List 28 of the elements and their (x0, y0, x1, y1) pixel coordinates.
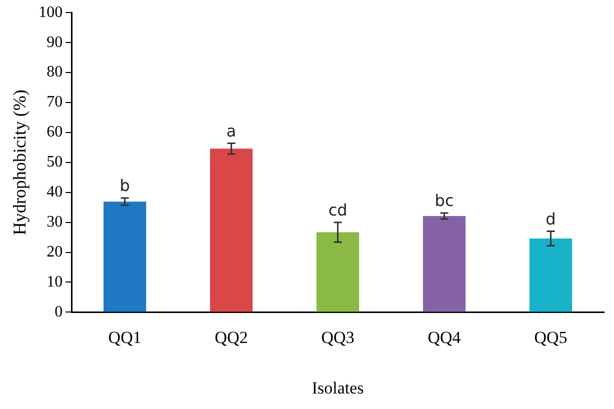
annotation: b (120, 176, 130, 196)
y-tick-label: 90 (46, 34, 63, 51)
y-tick-label: 70 (46, 94, 63, 111)
annotation: a (226, 121, 236, 140)
bar (104, 202, 146, 312)
annotation: cd (328, 200, 348, 220)
y-tick-label: 40 (46, 184, 63, 201)
y-tick-label: 100 (38, 4, 63, 21)
y-tick-label: 30 (46, 214, 63, 231)
x-tick-label: QQ2 (214, 328, 248, 347)
y-tick-label: 10 (46, 273, 63, 290)
y-tick-label: 50 (46, 154, 63, 171)
x-tick-label: QQ1 (108, 328, 142, 347)
x-tick-label: QQ5 (534, 328, 568, 347)
x-tick-label: QQ4 (428, 328, 462, 347)
x-tick-label: QQ3 (321, 328, 354, 347)
x-axis-title: Isolates (312, 378, 364, 398)
annotation: bc (434, 191, 454, 210)
bar (529, 238, 572, 312)
y-tick-label: 60 (46, 124, 63, 141)
bar (422, 216, 466, 312)
y-axis-title: Hydrophobicity (%) (10, 90, 30, 236)
y-tick-label: 0 (54, 303, 63, 320)
y-tick-label: 80 (46, 64, 63, 81)
annotation: d (546, 209, 556, 228)
bar (210, 148, 253, 312)
y-tick-label: 20 (46, 243, 63, 260)
bar (316, 232, 360, 312)
